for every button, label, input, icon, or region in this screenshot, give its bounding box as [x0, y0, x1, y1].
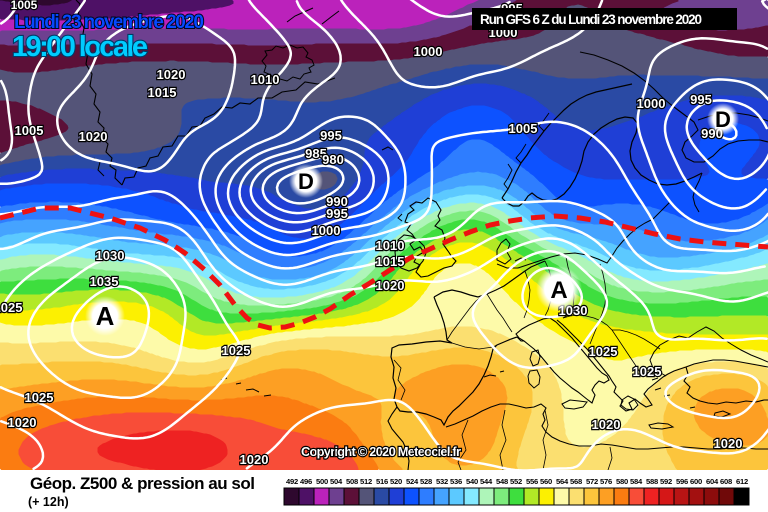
svg-text:508: 508 [346, 477, 358, 486]
svg-text:1000: 1000 [312, 223, 341, 238]
svg-text:1025: 1025 [589, 344, 618, 359]
svg-text:528: 528 [420, 477, 432, 486]
svg-text:1020: 1020 [240, 452, 269, 467]
svg-text:1015: 1015 [376, 254, 405, 269]
svg-text:990: 990 [326, 194, 348, 209]
svg-text:985: 985 [305, 146, 327, 161]
svg-text:536: 536 [450, 477, 462, 486]
svg-text:612: 612 [736, 477, 748, 486]
svg-text:Copyright © 2020 Meteociel.fr: Copyright © 2020 Meteociel.fr [301, 444, 461, 459]
svg-text:1010: 1010 [376, 238, 405, 253]
svg-text:592: 592 [660, 477, 672, 486]
svg-text:19:00 locale: 19:00 locale [12, 31, 148, 63]
svg-text:1020: 1020 [157, 67, 186, 82]
svg-text:980: 980 [322, 152, 344, 167]
svg-text:1030: 1030 [96, 248, 125, 263]
svg-text:492: 492 [286, 477, 298, 486]
svg-text:1020: 1020 [79, 129, 108, 144]
svg-text:564: 564 [556, 477, 569, 486]
svg-text:516: 516 [376, 477, 388, 486]
svg-text:504: 504 [330, 477, 343, 486]
svg-text:1025: 1025 [222, 343, 251, 358]
svg-text:548: 548 [496, 477, 508, 486]
svg-text:1020: 1020 [714, 436, 743, 451]
svg-text:500: 500 [316, 477, 328, 486]
svg-text:D: D [298, 169, 314, 194]
svg-text:995: 995 [690, 92, 712, 107]
svg-text:540: 540 [466, 477, 478, 486]
svg-text:995: 995 [320, 128, 342, 143]
svg-text:532: 532 [436, 477, 448, 486]
svg-text:1000: 1000 [414, 44, 443, 59]
svg-text:1010: 1010 [251, 72, 280, 87]
svg-text:568: 568 [570, 477, 582, 486]
svg-text:552: 552 [510, 477, 522, 486]
svg-text:(+ 12h): (+ 12h) [28, 495, 69, 509]
svg-text:600: 600 [690, 477, 702, 486]
svg-text:1000: 1000 [637, 96, 666, 111]
svg-text:Run GFS 6 Z du Lundi 23 novemb: Run GFS 6 Z du Lundi 23 novembre 2020 [480, 12, 702, 27]
svg-text:596: 596 [676, 477, 688, 486]
svg-text:608: 608 [720, 477, 732, 486]
svg-text:1005: 1005 [15, 123, 44, 138]
svg-text:1025: 1025 [633, 364, 662, 379]
svg-text:584: 584 [630, 477, 643, 486]
svg-text:524: 524 [406, 477, 419, 486]
svg-text:556: 556 [526, 477, 538, 486]
svg-text:995: 995 [326, 206, 348, 221]
svg-text:Géop. Z500 & pression au sol: Géop. Z500 & pression au sol [30, 474, 255, 493]
svg-text:A: A [96, 301, 115, 331]
svg-text:520: 520 [390, 477, 402, 486]
svg-text:576: 576 [600, 477, 612, 486]
svg-text:496: 496 [300, 477, 312, 486]
svg-text:588: 588 [646, 477, 658, 486]
svg-text:544: 544 [480, 477, 493, 486]
svg-text:1020: 1020 [592, 417, 621, 432]
svg-text:1005: 1005 [509, 121, 538, 136]
svg-text:572: 572 [586, 477, 598, 486]
svg-text:1035: 1035 [90, 274, 119, 289]
svg-text:604: 604 [706, 477, 719, 486]
svg-text:1005: 1005 [11, 0, 38, 12]
svg-text:A: A [550, 277, 567, 304]
svg-text:D: D [715, 107, 731, 132]
svg-text:580: 580 [616, 477, 628, 486]
svg-text:1020: 1020 [376, 278, 405, 293]
svg-text:1025: 1025 [0, 300, 22, 315]
svg-text:560: 560 [540, 477, 552, 486]
svg-text:1020: 1020 [8, 415, 37, 430]
svg-text:512: 512 [360, 477, 372, 486]
svg-text:1025: 1025 [25, 390, 54, 405]
svg-text:1015: 1015 [148, 85, 177, 100]
svg-text:Lundi 23 novembre 2020: Lundi 23 novembre 2020 [14, 12, 204, 33]
